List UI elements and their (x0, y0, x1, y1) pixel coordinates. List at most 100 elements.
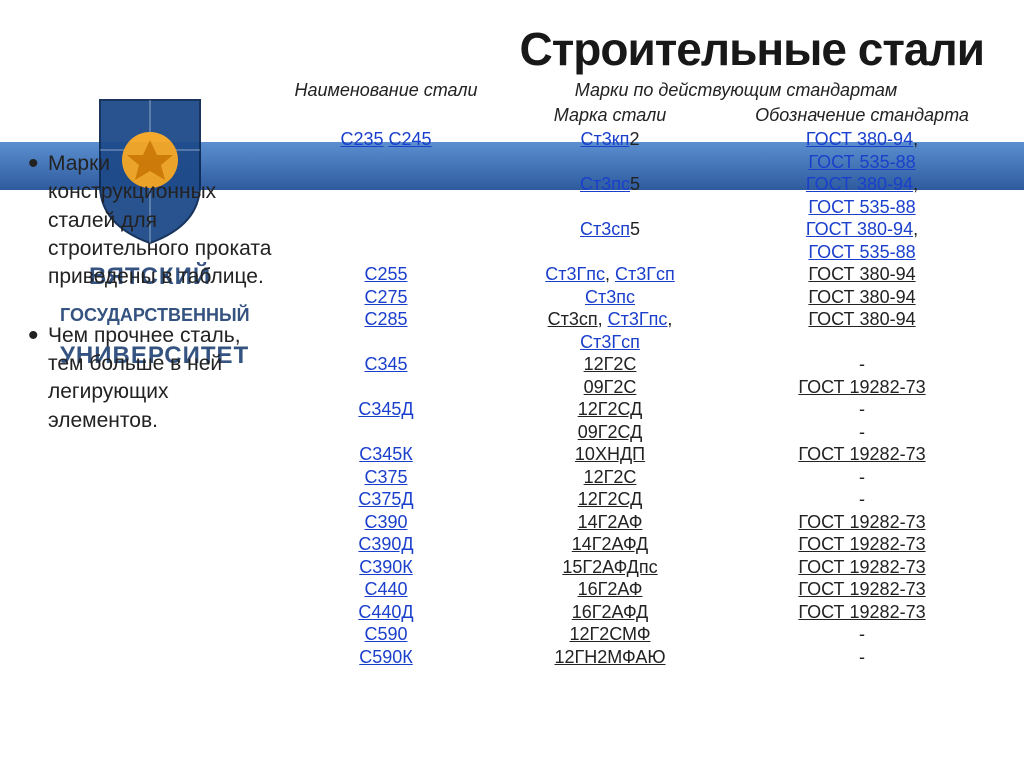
col-header-group: Марки по действующим стандартам (484, 78, 988, 103)
cell-grade: Ст3кп2 (484, 128, 736, 173)
table-row: С345Д 12Г2СД09Г2СД-- (288, 398, 988, 443)
cell-grade: Ст3сп5 (484, 218, 736, 263)
table-row: С255 Ст3Гпс, Ст3ГспГОСТ 380-94 (288, 263, 988, 286)
cell-name: С590 (288, 623, 484, 646)
cell-standard: ГОСТ 380-94,ГОСТ 535-88 (736, 218, 988, 263)
cell-name: С590К (288, 646, 484, 669)
steel-name-link[interactable]: С390Д (358, 534, 413, 554)
cell-name: С375Д (288, 488, 484, 511)
cell-standard: - (736, 623, 988, 646)
cell-standard: ГОСТ 19282-73 (736, 443, 988, 466)
steel-name-link[interactable]: С275 (364, 287, 407, 307)
bullet-icon: • (28, 322, 48, 435)
cell-name: С390 (288, 511, 484, 534)
cell-grade: 12ГН2МФАЮ (484, 646, 736, 669)
cell-grade: 12Г2СМФ (484, 623, 736, 646)
steel-name-link[interactable]: С390 (364, 512, 407, 532)
cell-name: С345К (288, 443, 484, 466)
bullet-text: Чем прочнее сталь, тем больше в ней леги… (48, 322, 278, 435)
cell-standard: ГОСТ 380-94,ГОСТ 535-88 (736, 173, 988, 218)
steel-name-link[interactable]: С235 (340, 129, 383, 149)
cell-grade: 10ХНДП (484, 443, 736, 466)
cell-grade: 14Г2АФД (484, 533, 736, 556)
col-header-name: Наименование стали (288, 78, 484, 128)
cell-name: С375 (288, 466, 484, 489)
table-row: С275Ст3псГОСТ 380-94 (288, 286, 988, 309)
table-row: С390Д 14Г2АФДГОСТ 19282-73 (288, 533, 988, 556)
table-row: С285 Ст3сп, Ст3Гпс,Ст3ГспГОСТ 380-94 (288, 308, 988, 353)
cell-standard: - (736, 488, 988, 511)
steel-name-link[interactable]: С345Д (358, 399, 413, 419)
cell-name: С390К (288, 556, 484, 579)
steel-name-link[interactable]: С345К (359, 444, 413, 464)
table-row: С590 12Г2СМФ- (288, 623, 988, 646)
cell-name: С235 С245 (288, 128, 484, 173)
steel-name-link[interactable]: С390К (359, 557, 413, 577)
cell-standard: ГОСТ 19282-73 (736, 533, 988, 556)
cell-grade: 16Г2АФД (484, 601, 736, 624)
cell-grade: Ст3сп, Ст3Гпс,Ст3Гсп (484, 308, 736, 353)
table-row: Ст3пс5ГОСТ 380-94,ГОСТ 535-88 (288, 173, 988, 218)
cell-grade: 16Г2АФ (484, 578, 736, 601)
table-row: С440 16Г2АФГОСТ 19282-73 (288, 578, 988, 601)
cell-grade: Ст3Гпс, Ст3Гсп (484, 263, 736, 286)
steel-name-link[interactable]: С375Д (358, 489, 413, 509)
steel-name-link[interactable]: С285 (364, 309, 407, 329)
cell-name: С275 (288, 286, 484, 309)
cell-name: С345Д (288, 398, 484, 443)
cell-standard: -- (736, 398, 988, 443)
steel-name-link[interactable]: С255 (364, 264, 407, 284)
steel-name-link[interactable]: С590К (359, 647, 413, 667)
cell-standard: - (736, 466, 988, 489)
cell-name: С440 (288, 578, 484, 601)
cell-name: С255 (288, 263, 484, 286)
cell-grade: 12Г2СД (484, 488, 736, 511)
col-header-grade: Марка стали (484, 103, 736, 128)
cell-name: С440Д (288, 601, 484, 624)
bullet-text: Марки конструкционных сталей для строите… (48, 150, 278, 292)
cell-grade: Ст3пс5 (484, 173, 736, 218)
cell-grade: 14Г2АФ (484, 511, 736, 534)
cell-standard: -ГОСТ 19282-73 (736, 353, 988, 398)
steel-name-link[interactable]: С345 (364, 354, 407, 374)
cell-grade: Ст3пс (484, 286, 736, 309)
cell-name (288, 218, 484, 263)
table-row: Ст3сп5ГОСТ 380-94,ГОСТ 535-88 (288, 218, 988, 263)
cell-standard: ГОСТ 19282-73 (736, 578, 988, 601)
table-row: С390 14Г2АФГОСТ 19282-73 (288, 511, 988, 534)
table-row: С375Д 12Г2СД- (288, 488, 988, 511)
col-header-standard: Обозначение стандарта (736, 103, 988, 128)
slide-title: Строительные стали (520, 22, 984, 76)
steel-name-link[interactable]: С440Д (358, 602, 413, 622)
cell-grade: 15Г2АФДпс (484, 556, 736, 579)
steel-name-link[interactable]: С375 (364, 467, 407, 487)
cell-standard: ГОСТ 380-94,ГОСТ 535-88 (736, 128, 988, 173)
table-row: С375 12Г2С- (288, 466, 988, 489)
list-item: • Чем прочнее сталь, тем больше в ней ле… (28, 322, 278, 435)
cell-standard: ГОСТ 19282-73 (736, 601, 988, 624)
bullet-list: • Марки конструкционных сталей для строи… (28, 150, 278, 465)
cell-grade: 12Г2С (484, 466, 736, 489)
table-row: С345 12Г2С09Г2С-ГОСТ 19282-73 (288, 353, 988, 398)
cell-name: С390Д (288, 533, 484, 556)
bullet-icon: • (28, 150, 48, 292)
table-row: С235 С245Ст3кп2ГОСТ 380-94,ГОСТ 535-88 (288, 128, 988, 173)
cell-standard: ГОСТ 380-94 (736, 308, 988, 353)
cell-name (288, 173, 484, 218)
cell-name: С285 (288, 308, 484, 353)
cell-standard: - (736, 646, 988, 669)
cell-standard: ГОСТ 19282-73 (736, 511, 988, 534)
table-row: С345К 10ХНДПГОСТ 19282-73 (288, 443, 988, 466)
list-item: • Марки конструкционных сталей для строи… (28, 150, 278, 292)
cell-name: С345 (288, 353, 484, 398)
cell-grade: 12Г2СД09Г2СД (484, 398, 736, 443)
cell-standard: ГОСТ 19282-73 (736, 556, 988, 579)
cell-standard: ГОСТ 380-94 (736, 263, 988, 286)
steel-name-link[interactable]: С440 (364, 579, 407, 599)
table-row: С390К 15Г2АФДпсГОСТ 19282-73 (288, 556, 988, 579)
steel-table: Наименование стали Марки по действующим … (288, 78, 988, 668)
steel-name-link[interactable]: С590 (364, 624, 407, 644)
cell-grade: 12Г2С09Г2С (484, 353, 736, 398)
steel-name-link[interactable]: С245 (389, 129, 432, 149)
table-row: С590К 12ГН2МФАЮ- (288, 646, 988, 669)
